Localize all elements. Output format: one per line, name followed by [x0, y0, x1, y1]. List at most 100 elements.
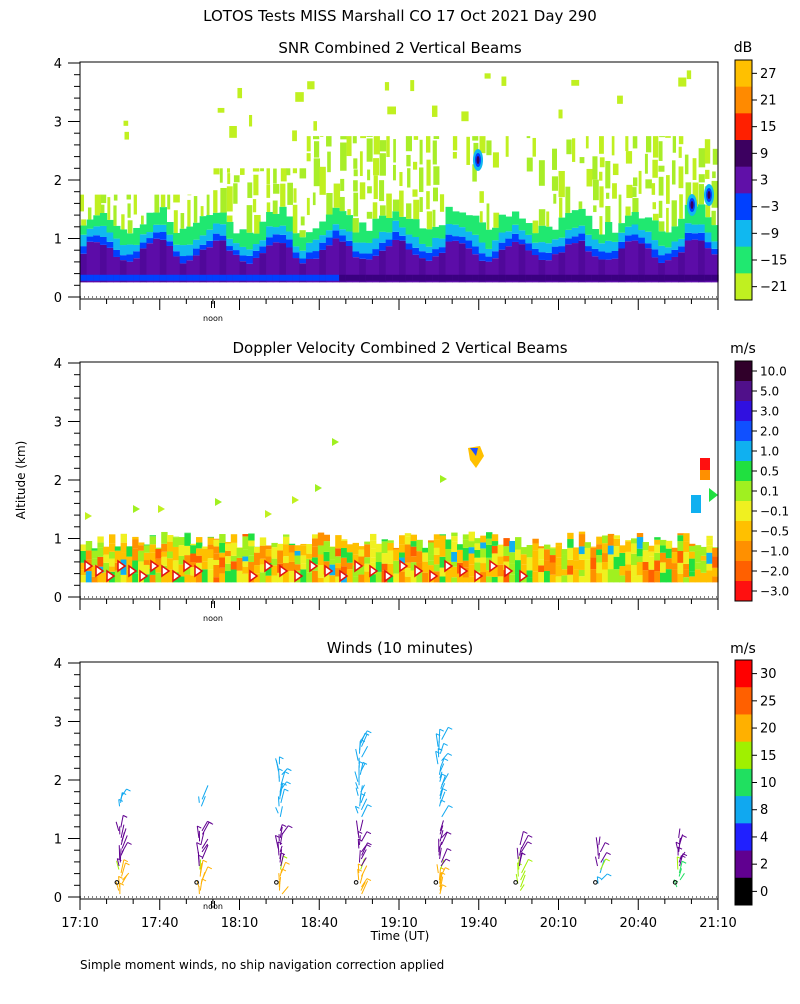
snr-cell-blue [439, 275, 446, 281]
snr-cell-weak [88, 207, 91, 219]
snr-cell-cyan [665, 247, 672, 253]
snr-cell-cyan [432, 238, 439, 249]
snr-cell-blue [120, 255, 127, 260]
doppler-cell [324, 535, 330, 541]
snr-cell-green [452, 211, 459, 224]
doppler-cell [550, 555, 556, 562]
snr-cell-green [505, 217, 512, 232]
doppler-cell [579, 532, 585, 534]
doppler-cell [550, 563, 556, 575]
snr-cell-weak [678, 78, 686, 87]
snr-cell-blue [545, 253, 552, 260]
snr-cell-weak [426, 191, 430, 209]
snr-cell-blue [412, 275, 419, 281]
snr-cell-blue [127, 275, 134, 281]
snr-cell-cyan [359, 243, 366, 254]
snr-cell-weak [527, 158, 533, 172]
snr-cell-blue [565, 238, 572, 244]
doppler-cell [208, 537, 214, 544]
snr-cell-weak [393, 200, 400, 212]
doppler-cell [121, 553, 127, 560]
doppler-cell [614, 535, 620, 539]
doppler-cell [463, 548, 469, 561]
doppler-cell [521, 554, 527, 564]
snr-cell-blue [333, 231, 340, 239]
wind-barb-flag [128, 842, 132, 844]
wind-barb [359, 850, 360, 862]
snr-cell-green [100, 213, 107, 226]
doppler-cell [138, 542, 144, 545]
snr-cell-weak [141, 216, 144, 225]
snr-cell-cyan [80, 235, 87, 246]
doppler-cell [265, 510, 272, 518]
winds-plot-frame [80, 662, 718, 899]
snr-cell-weak [539, 209, 545, 225]
snr-cell-weak [652, 160, 657, 178]
snr-cell-green [645, 217, 652, 231]
snr-cell-blue [273, 275, 280, 281]
snr-cell-blue [685, 233, 692, 241]
snr-cell-blue [140, 243, 147, 249]
snr-cell-green [259, 222, 266, 240]
wind-barb-flag [449, 806, 453, 808]
snr-cell-cyan [691, 225, 698, 234]
snr-cell-cyan [220, 224, 227, 235]
doppler-cell [306, 554, 312, 559]
wind-barb [123, 873, 129, 880]
doppler-cell [341, 548, 347, 558]
doppler-cell [353, 543, 359, 554]
doppler-cell [92, 548, 98, 550]
doppler-cell [85, 512, 92, 520]
snr-cell-blue [339, 235, 346, 241]
snr-cell-weak [673, 136, 676, 153]
doppler-cell [237, 571, 243, 583]
snr-cell-blue [107, 275, 114, 281]
doppler-cell [527, 557, 533, 570]
colorbar-swatch [735, 687, 752, 715]
snr-cell-weak [653, 136, 658, 158]
snr-cell-weak [273, 169, 277, 184]
doppler-cell [341, 541, 347, 548]
snr-cell-blue [379, 243, 386, 251]
wind-barb [358, 839, 359, 848]
snr-cell-blue [233, 275, 240, 281]
x-tick-label: 20:10 [540, 916, 577, 931]
doppler-cell [300, 544, 306, 546]
snr-cell-weak [354, 169, 358, 176]
wind-barb-flag [606, 859, 610, 861]
doppler-cell [109, 534, 115, 537]
snr-cell-weak [353, 193, 358, 217]
snr-cell-green [366, 231, 373, 243]
doppler-cell [619, 566, 625, 575]
doppler-cell [608, 554, 614, 560]
snr-cell-green [446, 207, 453, 224]
doppler-cell [691, 495, 701, 513]
colorbar-tick-label: −2.0 [760, 565, 789, 579]
snr-cell-green [618, 223, 625, 233]
snr-cell-cyan [406, 235, 413, 244]
y-tick-label: 0 [54, 291, 62, 306]
doppler-cell [289, 571, 295, 582]
doppler-cell [619, 553, 625, 566]
doppler-cell [422, 548, 428, 553]
doppler-cell [184, 546, 190, 555]
doppler-cell [666, 558, 672, 569]
snr-cell-blue [638, 275, 645, 281]
snr-cell-weak [420, 140, 423, 165]
doppler-cell [486, 570, 492, 576]
snr-cell-blue [525, 275, 532, 281]
doppler-cell [215, 498, 222, 506]
snr-cell-green [665, 232, 672, 247]
snr-cell-weak [632, 198, 638, 212]
snr-cell-blue [206, 275, 213, 281]
snr-cell-weak [293, 188, 296, 202]
snr-cell-cyan [160, 225, 167, 232]
wind-barb-flag [368, 843, 372, 845]
snr-cell-green [379, 216, 386, 232]
doppler-cell [469, 547, 475, 553]
snr-cell-weak [233, 183, 237, 203]
wind-barb [200, 860, 201, 870]
snr-cell-green [432, 227, 439, 238]
